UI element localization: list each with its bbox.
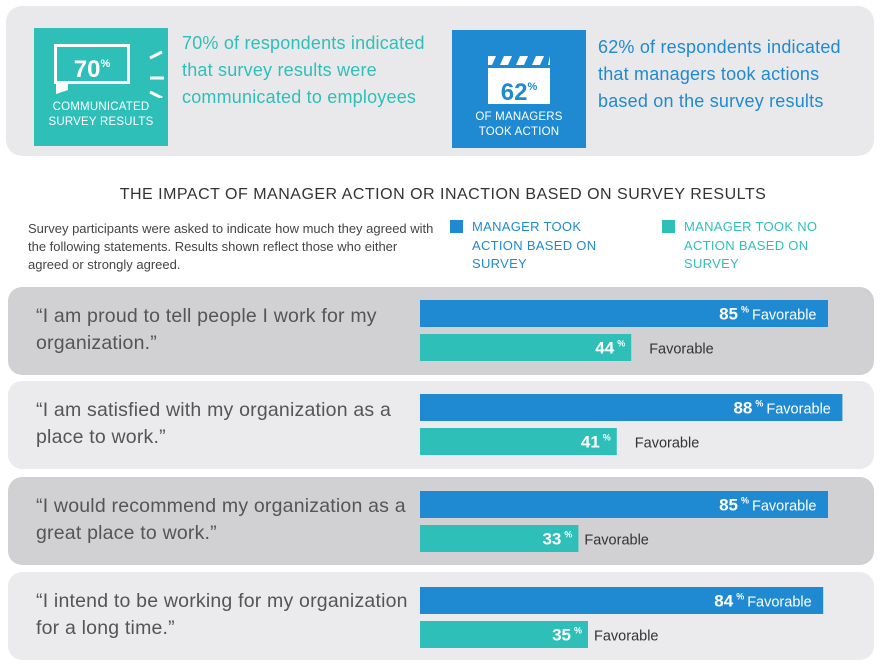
action-percent-4: % [736,592,744,602]
legend-no-action-label: MANAGER TOOK NO ACTION BASED ON SURVEY [684,219,818,271]
communicated-text: 70% of respondents indicated that survey… [182,33,425,107]
action-value-2: 88 [733,399,752,418]
no-action-favorable-label-2: Favorable [635,436,699,452]
action-bar-3 [420,491,828,518]
clapperboard-icon: 62% [488,54,550,106]
chart-title: THE IMPACT OF MANAGER ACTION OR INACTION… [119,186,767,203]
statement-2: “I am satisfied with my organization as … [36,399,392,448]
no-action-value-4: 35 [552,626,571,645]
no-action-bar-4 [420,621,588,648]
action-favorable-label-2: Favorable [766,402,830,418]
no-action-value-2: 41 [581,433,600,452]
no-action-favorable-label-3: Favorable [584,533,648,549]
action-value-1: 85 [719,305,738,324]
no-action-percent-4: % [574,626,582,636]
communicated-badge: 70% COMMUNICATED SURVEY RESULTS [34,28,168,146]
legend-no-action-swatch [662,220,675,233]
action-bar-1 [420,300,828,327]
no-action-bar-1 [420,334,632,361]
action-bar-4 [420,587,824,614]
action-percent-3: % [741,496,749,506]
action-percent-2: % [755,399,763,409]
legend-action-label: MANAGER TOOK ACTION BASED ON SURVEY [472,219,597,271]
action-value-3: 85 [719,496,738,515]
no-action-percent-1: % [617,339,625,349]
communicated-percent: 70% [54,44,130,84]
took-action-badge: 62% OF MANAGERS TOOK ACTION [452,30,586,148]
no-action-favorable-label-4: Favorable [594,629,658,645]
action-favorable-label-3: Favorable [752,499,816,515]
took-action-text: 62% of respondents indicated that manage… [598,37,841,111]
took-action-percent: 62% [488,68,550,106]
summary-panel: 70% COMMUNICATED SURVEY RESULTS 70% of r… [6,6,874,156]
legend-action-swatch [450,220,463,233]
no-action-bar-2 [420,428,617,455]
action-percent-1: % [741,305,749,315]
statement-4: “I intend to be working for my organizat… [36,590,408,639]
action-favorable-label-1: Favorable [752,308,816,324]
action-bar-2 [420,394,843,421]
chart-description: Survey participants were asked to indica… [28,221,434,272]
action-favorable-label-4: Favorable [747,595,811,611]
took-action-caption: OF MANAGERS TOOK ACTION [475,111,563,138]
no-action-value-1: 44 [595,339,614,358]
statement-1: “I am proud to tell people I work for my… [36,305,377,354]
no-action-percent-3: % [564,530,572,540]
no-action-value-3: 33 [542,530,561,549]
communicated-caption: COMMUNICATED SURVEY RESULTS [48,101,154,128]
action-value-4: 84 [714,592,733,611]
no-action-percent-2: % [603,433,611,443]
no-action-favorable-label-1: Favorable [649,342,713,358]
statement-3: “I would recommend my organization as a … [36,495,406,544]
no-action-bar-3 [420,525,579,552]
